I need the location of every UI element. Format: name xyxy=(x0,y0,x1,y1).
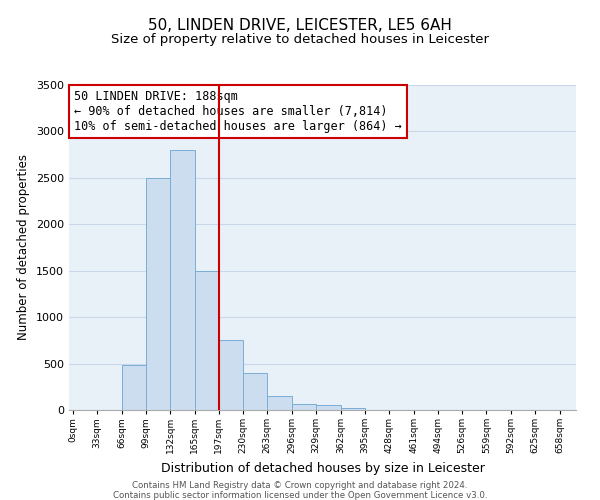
Bar xyxy=(195,270,219,410)
Bar xyxy=(292,404,316,410)
Bar xyxy=(268,396,292,410)
Bar xyxy=(122,366,146,410)
Bar xyxy=(218,340,243,410)
Bar xyxy=(341,408,365,410)
Text: Size of property relative to detached houses in Leicester: Size of property relative to detached ho… xyxy=(111,32,489,46)
Bar xyxy=(146,178,170,410)
Text: 50 LINDEN DRIVE: 188sqm
← 90% of detached houses are smaller (7,814)
10% of semi: 50 LINDEN DRIVE: 188sqm ← 90% of detache… xyxy=(74,90,402,133)
Bar xyxy=(243,373,268,410)
Text: 50, LINDEN DRIVE, LEICESTER, LE5 6AH: 50, LINDEN DRIVE, LEICESTER, LE5 6AH xyxy=(148,18,452,32)
Text: Contains HM Land Registry data © Crown copyright and database right 2024.: Contains HM Land Registry data © Crown c… xyxy=(132,481,468,490)
Text: Contains public sector information licensed under the Open Government Licence v3: Contains public sector information licen… xyxy=(113,491,487,500)
Bar xyxy=(316,406,341,410)
Bar xyxy=(170,150,195,410)
X-axis label: Distribution of detached houses by size in Leicester: Distribution of detached houses by size … xyxy=(161,462,484,474)
Y-axis label: Number of detached properties: Number of detached properties xyxy=(17,154,31,340)
